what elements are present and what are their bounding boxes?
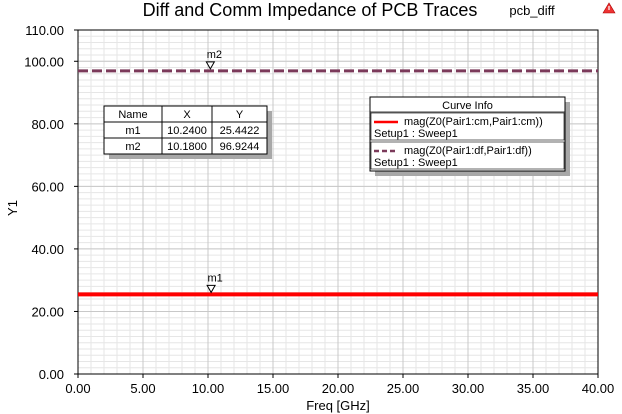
marker-table-header: Name bbox=[118, 109, 147, 121]
x-tick-label: 35.00 bbox=[517, 381, 550, 396]
x-tick-label: 0.00 bbox=[65, 381, 90, 396]
y-tick-label: 20.00 bbox=[31, 304, 64, 319]
legend-setup-label: Setup1 : Sweep1 bbox=[374, 157, 458, 169]
marker-table-header: Y bbox=[236, 109, 244, 121]
x-tick-label: 5.00 bbox=[130, 381, 155, 396]
x-tick-label: 15.00 bbox=[257, 381, 290, 396]
y-axis-ticks: 0.00 20.00 40.00 60.00 80.00 100.00 110.00 bbox=[24, 23, 78, 382]
legend-frame bbox=[369, 96, 566, 172]
marker-label: m1 bbox=[207, 272, 222, 284]
x-tick-label: 10.00 bbox=[192, 381, 225, 396]
y-tick-label: 40.00 bbox=[31, 242, 64, 257]
marker-table-value: m1 bbox=[125, 125, 140, 137]
marker-table-value: m2 bbox=[125, 141, 140, 153]
series-lines bbox=[78, 69, 598, 297]
marker-table[interactable]: Name X Ym1 10.2400 25.4422 m2 10.1800 96.9244 bbox=[103, 105, 272, 159]
markers: m1 m2 bbox=[205, 49, 223, 294]
x-tick-label: 20.00 bbox=[322, 381, 355, 396]
project-label: pcb_diff bbox=[509, 3, 555, 18]
x-tick-label: 25.00 bbox=[387, 381, 420, 396]
marker-triangle-icon[interactable] bbox=[205, 61, 216, 70]
marker-table-value: 10.1800 bbox=[167, 141, 207, 153]
x-tick-label: 30.00 bbox=[452, 381, 485, 396]
x-axis-ticks: 0.00 5.00 10.00 15.00 20.00 25.00 30.00 35.00 40… bbox=[65, 374, 614, 396]
curve-info-legend[interactable]: Curve Infomag(Z0(Pair1:cm,Pair1:cm))Setu… bbox=[369, 96, 570, 176]
legend-series-name: mag(Z0(Pair1:df,Pair1:df)) bbox=[404, 145, 532, 157]
y-tick-label: 0.00 bbox=[39, 367, 64, 382]
marker-label: m2 bbox=[207, 49, 222, 61]
marker-table-header: X bbox=[183, 109, 191, 121]
legend-series-name: mag(Z0(Pair1:cm,Pair1:cm)) bbox=[404, 116, 543, 128]
legend-title: Curve Info bbox=[442, 100, 493, 112]
y-axis-label: Y1 bbox=[5, 200, 20, 216]
y-tick-label: 80.00 bbox=[31, 117, 64, 132]
x-tick-label: 40.00 bbox=[582, 381, 615, 396]
marker-table-value: 10.2400 bbox=[167, 125, 207, 137]
y-tick-label: 110.00 bbox=[25, 23, 64, 38]
marker-table-value: 25.4422 bbox=[220, 125, 260, 137]
marker-triangle-icon[interactable] bbox=[206, 284, 216, 294]
marker-table-cell bbox=[211, 137, 268, 155]
legend-entry-box bbox=[370, 112, 565, 141]
y-tick-label: 100.00 bbox=[24, 54, 64, 69]
ansys-logo-icon bbox=[602, 2, 616, 14]
legend-entry-box bbox=[370, 141, 565, 170]
marker-table-value: 96.9244 bbox=[220, 141, 260, 153]
chart-title: Diff and Comm Impedance of PCB Traces bbox=[143, 0, 478, 20]
x-axis-label: Freq [GHz] bbox=[306, 398, 370, 413]
legend-setup-label: Setup1 : Sweep1 bbox=[374, 128, 458, 140]
y-tick-label: 60.00 bbox=[31, 179, 64, 194]
